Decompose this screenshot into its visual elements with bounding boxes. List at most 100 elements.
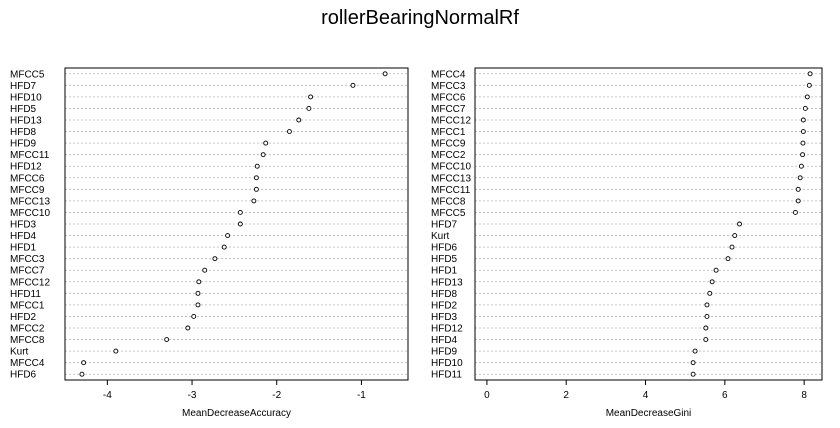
data-point [196, 279, 202, 285]
category-label: MFCC4 [10, 358, 45, 369]
data-point [81, 360, 87, 366]
category-label: MFCC5 [431, 208, 466, 219]
category-label: HFD5 [10, 104, 37, 115]
x-axis-label: MeanDecreaseGini [606, 408, 692, 419]
data-point [690, 371, 696, 377]
category-label: HFD10 [431, 358, 463, 369]
category-label: MFCC8 [431, 196, 466, 207]
data-point [350, 82, 356, 88]
data-point [704, 302, 710, 308]
data-point [707, 290, 713, 296]
data-point [253, 186, 259, 192]
data-point [692, 348, 698, 354]
data-point [800, 117, 806, 123]
category-label: MFCC9 [10, 185, 45, 196]
category-label: HFD12 [431, 324, 463, 335]
x-tick-label: 4 [643, 390, 649, 401]
x-tick-label: -3 [188, 390, 197, 401]
category-label: HFD3 [431, 312, 458, 323]
data-point [308, 94, 314, 100]
category-label: MFCC13 [10, 196, 50, 207]
data-point [800, 129, 806, 135]
category-label: HFD9 [10, 139, 37, 150]
category-label: HFD4 [10, 231, 37, 242]
x-tick-label: -1 [357, 390, 366, 401]
category-label: HFD11 [10, 289, 41, 300]
category-label: MFCC13 [431, 173, 471, 184]
data-point [113, 348, 119, 354]
data-point [800, 152, 806, 158]
data-point [713, 267, 719, 273]
category-label: HFD2 [431, 300, 458, 311]
data-point [191, 313, 197, 319]
figure-title: rollerBearingNormalRf [321, 7, 519, 29]
category-label: HFD10 [10, 92, 42, 103]
panel-1: MFCC5HFD7HFD10HFD5HFD13HFD8HFD9MFCC11HFD… [10, 67, 409, 419]
category-label: MFCC1 [10, 300, 45, 311]
data-point [225, 233, 231, 239]
data-point [802, 105, 808, 111]
x-tick-label: 0 [484, 390, 490, 401]
category-label: HFD6 [10, 370, 37, 381]
data-point [792, 209, 798, 215]
category-label: HFD2 [10, 312, 37, 323]
category-label: HFD1 [431, 266, 458, 277]
category-label: HFD7 [10, 81, 37, 92]
category-label: HFD13 [431, 277, 463, 288]
x-tick-label: 6 [722, 390, 728, 401]
category-label: MFCC2 [431, 150, 466, 161]
data-point [253, 175, 259, 181]
panel-2: MFCC4MFCC3MFCC6MFCC7MFCC12MFCC1MFCC9MFCC… [431, 67, 823, 419]
data-point [804, 94, 810, 100]
data-point [807, 71, 813, 77]
category-label: MFCC2 [10, 324, 45, 335]
category-label: MFCC6 [10, 173, 45, 184]
x-tick-label: 2 [563, 390, 569, 401]
category-label: MFCC1 [431, 127, 466, 138]
data-point [185, 325, 191, 331]
category-label: MFCC10 [431, 162, 471, 173]
category-label: HFD13 [10, 116, 42, 127]
data-point [260, 152, 266, 158]
category-label: MFCC4 [431, 69, 466, 80]
data-point [795, 198, 801, 204]
category-label: HFD5 [431, 254, 458, 265]
data-point [263, 140, 269, 146]
data-point [703, 325, 709, 331]
data-point [704, 313, 710, 319]
data-point [79, 371, 85, 377]
data-point [798, 163, 804, 169]
data-point [202, 267, 208, 273]
category-label: MFCC12 [431, 116, 471, 127]
category-label: MFCC5 [10, 69, 45, 80]
category-label: MFCC12 [10, 277, 50, 288]
category-label: Kurt [431, 231, 450, 242]
category-label: HFD3 [10, 220, 37, 231]
data-point [164, 337, 170, 343]
data-point [729, 244, 735, 250]
category-label: MFCC10 [10, 208, 50, 219]
x-tick-label: 8 [801, 390, 807, 401]
data-point [800, 140, 806, 146]
category-label: HFD12 [10, 162, 42, 173]
data-point [797, 175, 803, 181]
data-point [795, 186, 801, 192]
category-label: MFCC7 [431, 104, 466, 115]
category-label: HFD6 [431, 243, 458, 254]
category-label: HFD8 [10, 127, 37, 138]
data-point [237, 221, 243, 227]
category-label: MFCC3 [431, 81, 466, 92]
data-point [709, 279, 715, 285]
category-label: MFCC9 [431, 139, 466, 150]
data-point [286, 129, 292, 135]
data-point [690, 360, 696, 366]
category-label: HFD11 [431, 370, 462, 381]
data-point [382, 71, 388, 77]
data-point [806, 82, 812, 88]
data-point [296, 117, 302, 123]
data-point [221, 244, 227, 250]
data-point [732, 233, 738, 239]
data-point [195, 290, 201, 296]
category-label: MFCC3 [10, 254, 45, 265]
